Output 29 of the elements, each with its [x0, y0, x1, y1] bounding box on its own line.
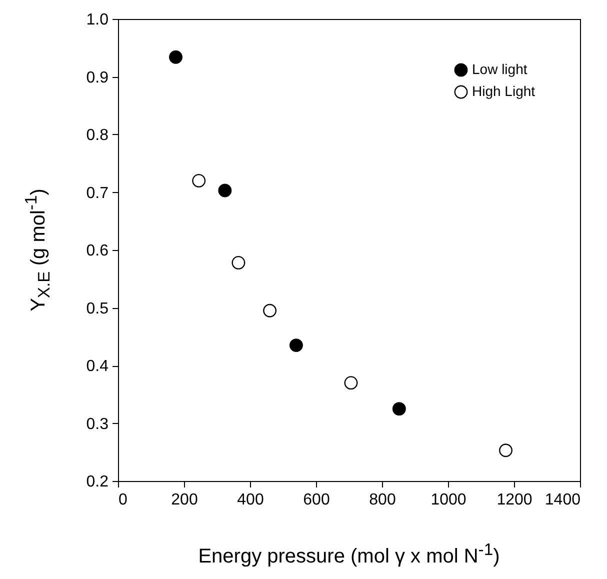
point: [232, 256, 246, 270]
x-tick-label: 800: [369, 492, 396, 508]
y-tick-label: 0.3: [86, 416, 109, 433]
point: [263, 304, 277, 318]
x-axis-title: Energy pressure (mol γ x mol N$^{-1}$): [198, 540, 500, 569]
point: [218, 184, 232, 198]
x-tick-label: 0: [118, 492, 128, 508]
y-tick-label: 0.2: [86, 474, 109, 490]
y-tick-label: 0.4: [86, 358, 109, 375]
point: [169, 50, 182, 64]
y-tick-label: 1.0: [86, 12, 109, 28]
y-tick-label: 0.5: [86, 300, 109, 318]
x-tick-label: 600: [303, 492, 330, 508]
y-tick-label: 0.7: [86, 184, 109, 202]
y-tick-label: 0.6: [86, 242, 109, 260]
point: [499, 444, 512, 458]
x-tick-label: 1400: [544, 492, 581, 508]
x-tick-label: 400: [237, 492, 264, 508]
point: [344, 376, 358, 390]
y-tick-label: 0.9: [86, 69, 109, 86]
point: [392, 402, 406, 416]
point: [192, 174, 206, 188]
point: [289, 338, 303, 352]
x-tick-label: 1200: [496, 492, 532, 508]
y-tick-label: 0.8: [86, 127, 109, 144]
legend-label: Low light: [472, 61, 528, 77]
x-tick-label: 1000: [430, 492, 466, 508]
x-tick-label: 200: [171, 492, 198, 508]
legend-label: High Light: [472, 83, 536, 99]
